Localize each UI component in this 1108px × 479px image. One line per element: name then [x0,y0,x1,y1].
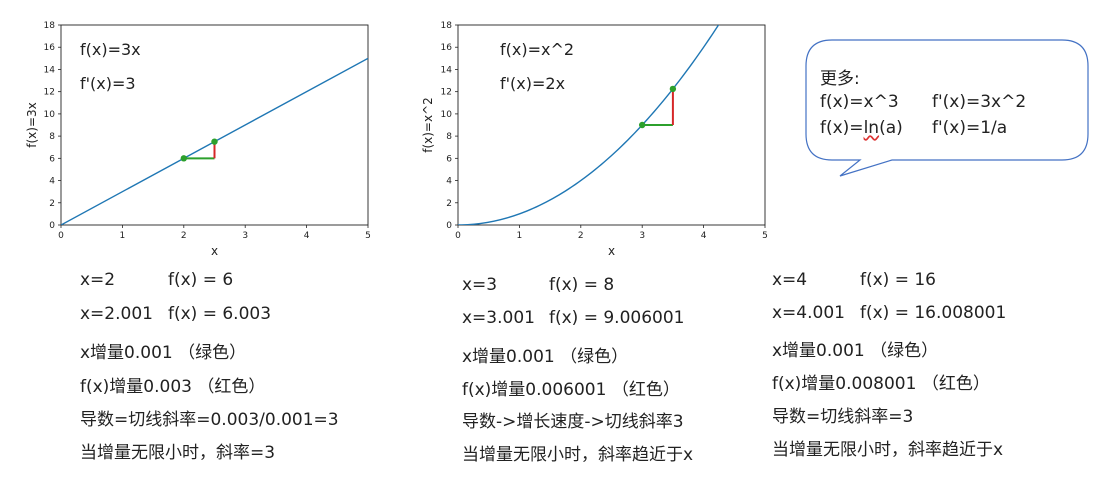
x-tick-label: 2 [578,231,584,241]
y-tick-label: 14 [44,65,56,75]
data-point [211,138,218,145]
x-tick-label: 5 [365,231,371,241]
col2-x1: x=3 [462,275,498,295]
y-tick-label: 14 [441,65,453,75]
y-tick-label: 0 [49,221,55,231]
col3-dx: x增量0.001 （绿色） [772,341,939,361]
x-tick-label: 1 [120,231,126,241]
col1-limit: 当增量无限小时，斜率=3 [80,443,276,463]
y-tick-label: 6 [49,154,55,164]
x-axis-label: x [211,244,218,258]
x-tick-label: 1 [517,231,523,241]
y-axis-label: f(x)=x^2 [421,97,435,153]
x-tick-label: 3 [639,231,645,241]
col2-x2: x=3.001 [462,308,535,328]
col2-dfx: f(x)增量0.006001 （红色） [462,380,680,400]
callout-line1-d: f'(x)=3x^2 [932,92,1027,112]
col1-derivative: 导数=切线斜率=0.003/0.001=3 [80,410,339,430]
function-annotation: f'(x)=2x [500,74,565,93]
col2-limit: 当增量无限小时，斜率趋近于x [462,445,694,465]
y-tick-label: 18 [44,21,56,31]
x-axis-label: x [608,244,615,258]
y-tick-label: 8 [446,132,452,142]
col2-fx2: f(x) = 9.006001 [549,308,685,328]
callout-line2-d: f'(x)=1/a [932,118,1008,138]
y-tick-label: 16 [441,43,453,53]
x-tick-label: 0 [58,231,64,241]
col1-fx2: f(x) = 6.003 [168,304,272,324]
y-tick-label: 10 [441,110,453,120]
plot-frame [457,24,766,226]
ln-spellcheck: ln [863,118,880,138]
y-axis-label: f(x)=3x [25,102,39,147]
y-tick-label: 0 [446,221,452,231]
x-tick-label: 4 [701,231,707,241]
callout-line1-f: f(x)=x^3 [820,92,899,112]
function-annotation: f(x)=3x [80,40,141,59]
function-annotation: f'(x)=3 [80,74,136,93]
col3-x1: x=4 [772,270,808,290]
data-point [669,85,677,93]
callout-shape [805,39,1089,177]
col2-derivative: 导数->增长速度->切线斜率3 [462,412,684,432]
col3-limit: 当增量无限小时，斜率趋近于x [772,440,1004,460]
y-tick-label: 12 [441,88,452,98]
y-tick-label: 16 [44,43,56,53]
y-tick-label: 6 [446,154,452,164]
col3-fx2: f(x) = 16.008001 [860,303,1007,323]
col1-dx: x增量0.001 （绿色） [80,343,247,363]
callout-line2-f: f(x)=ln(a) [820,118,903,138]
col1-dfx: f(x)增量0.003 （红色） [80,377,266,397]
col3-dfx: f(x)增量0.008001 （红色） [772,374,990,394]
col1-x1: x=2 [80,270,116,290]
x-tick-label: 2 [181,231,187,241]
y-tick-label: 2 [49,199,55,209]
y-tick-label: 4 [446,177,452,187]
y-tick-label: 18 [441,21,453,31]
col1-x2: x=2.001 [80,304,153,324]
col2-dx: x增量0.001 （绿色） [462,347,629,367]
y-tick-label: 8 [49,132,55,142]
callout-title: 更多: [820,69,860,89]
function-annotation: f(x)=x^2 [500,40,574,59]
plot-frame [60,24,369,226]
data-point [180,155,187,162]
y-tick-label: 2 [446,199,452,209]
y-tick-label: 10 [44,110,56,120]
x-tick-label: 4 [304,231,310,241]
col3-x2: x=4.001 [772,303,845,323]
x-tick-label: 5 [762,231,768,241]
y-tick-label: 4 [49,177,55,187]
col2-fx1: f(x) = 8 [549,275,615,295]
col1-fx1: f(x) = 6 [168,270,234,290]
col3-derivative: 导数=切线斜率=3 [772,407,914,427]
x-tick-label: 3 [242,231,248,241]
col3-fx1: f(x) = 16 [860,270,936,290]
y-tick-label: 12 [44,88,55,98]
x-tick-label: 0 [455,231,461,241]
series-line [458,25,720,225]
data-point [639,121,646,129]
